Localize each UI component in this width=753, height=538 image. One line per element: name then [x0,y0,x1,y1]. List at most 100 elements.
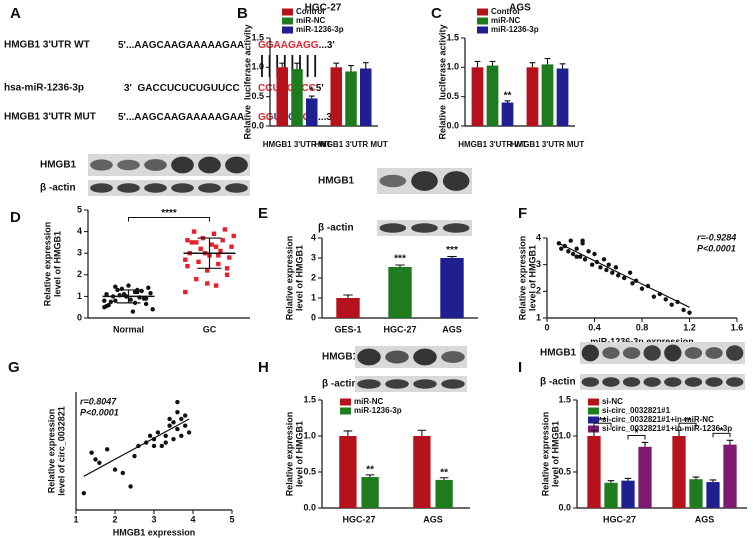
y-tick-label: 1.0 [446,62,459,72]
blot-band [602,377,620,387]
legend-swatch [588,398,599,406]
y-tick-label: 1.5 [251,32,264,42]
y-tick-label: 1.5 [303,394,316,404]
error-bar [308,95,315,99]
x-tick-label: 5 [229,514,234,524]
panel-letter: F [518,205,527,222]
y-axis-label: Relative expression [284,412,294,497]
panel-letter: G [8,359,20,376]
data-point [113,298,118,303]
x-tick-label: 4 [190,514,195,524]
data-point [139,288,144,294]
error-bar [489,60,496,66]
blot-band [622,347,641,359]
error-bar [675,429,683,436]
error-bar [294,62,300,70]
data-point [559,246,564,251]
legend-swatch [588,407,599,415]
error-bar [529,62,536,68]
bar [526,67,539,126]
sequence-segment: ...3' [319,40,335,51]
y-tick-label: 0.0 [558,502,571,512]
y-axis-label: Relative expression [46,409,56,494]
y-tick-label: 1 [77,291,82,301]
sequence-segment: 5' [316,83,324,94]
comparison-label: ** [599,416,607,427]
blot-band [726,345,744,361]
data-point [97,460,102,465]
x-tick-label: 2 [112,514,117,524]
bar [587,436,601,508]
error-bar [343,430,353,436]
data-point [592,251,597,257]
data-point [630,281,635,286]
y-tick-label: 0 [77,312,82,322]
comparison-bracket [712,432,731,438]
blot-band [357,379,381,389]
blot-image [580,374,745,390]
data-point [574,254,579,259]
bar [291,69,303,126]
data-point [148,290,153,296]
y-axis-label: Relative luciferase activity [242,24,252,139]
error-bar [709,479,717,483]
legend-swatch [588,425,599,433]
y-tick-label: 0.0 [446,120,459,130]
y-axis-label: level of HMGB1 [550,421,560,487]
bar [330,67,342,126]
legend-label: miR-NC [296,16,326,25]
x-tick-label: GC [203,324,217,334]
x-tick-label: HGC-27 [383,324,416,334]
bar [501,102,514,126]
data-point [209,242,214,247]
data-point [175,399,180,405]
legend-swatch [477,17,488,25]
data-point [578,254,583,259]
x-tick-label: 1.2 [683,322,696,332]
blot-band [225,183,248,193]
data-point [194,276,199,282]
blot-label: β -actin [322,379,358,390]
blot-label: β -actin [540,377,576,388]
significance-label: ** [440,467,448,478]
blot-band [705,377,723,387]
blot-band [379,223,407,233]
data-point [189,240,195,245]
data-point [651,294,657,299]
panel-letter: C [431,5,442,22]
error-bar [333,62,340,68]
data-point [186,430,192,435]
x-tick-label: Normal [113,324,144,334]
data-point [163,440,168,445]
sequence-segment: 5'...AAGCAAGAAAAAGAA [118,40,244,51]
blot-band [117,183,140,193]
comparison-bracket [593,422,612,428]
annotation: r=0.8047 [80,396,117,406]
legend-label: si-circ_0032821#1+in-miR-NC [602,415,714,424]
blot-band [441,351,465,363]
significance-label: *** [394,254,406,265]
error-bar [395,264,405,267]
data-point [81,490,87,496]
x-tick-label: AGS [423,514,443,524]
error-bar [559,63,566,69]
blot-label: HMGB1 [318,176,355,187]
bar [556,68,569,126]
y-tick-label: 2 [536,286,541,296]
legend-swatch [340,407,351,415]
comparison-label: * [635,428,639,439]
x-tick-label: 0 [544,322,549,332]
error-bar [726,439,734,445]
data-point [191,229,197,234]
blot-label: HMGB1 [540,348,577,359]
data-point [108,299,114,304]
x-axis-label: HMGB1 expression [113,527,196,537]
data-point [159,443,164,449]
x-tick-label: 3 [151,514,156,524]
data-point [198,246,203,252]
trend-line [83,418,190,477]
legend-swatch [340,398,351,406]
x-tick-label: HMGB1 3'UTR MUT [314,140,388,149]
x-tick-label: GES-1 [334,324,361,334]
x-axis-label: miR-1236-3p expression [590,336,694,346]
